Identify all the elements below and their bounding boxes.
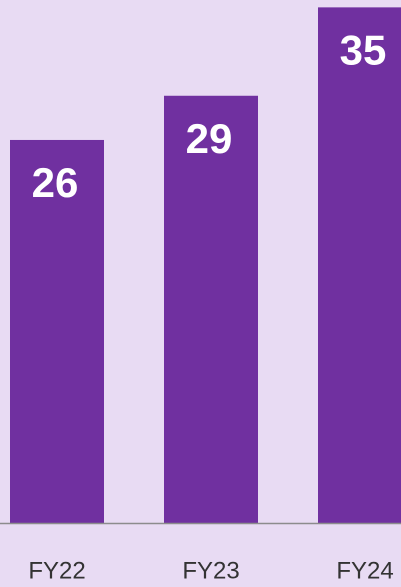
bar (164, 95, 258, 524)
data-label: 35 (340, 26, 387, 73)
data-label: 26 (32, 159, 79, 206)
x-tick-label: FY23 (182, 557, 239, 584)
bar (318, 7, 401, 523)
data-label: 29 (186, 115, 233, 162)
x-tick-label: FY22 (28, 557, 85, 584)
bar (10, 139, 104, 523)
x-tick-label: FY24 (336, 557, 393, 584)
